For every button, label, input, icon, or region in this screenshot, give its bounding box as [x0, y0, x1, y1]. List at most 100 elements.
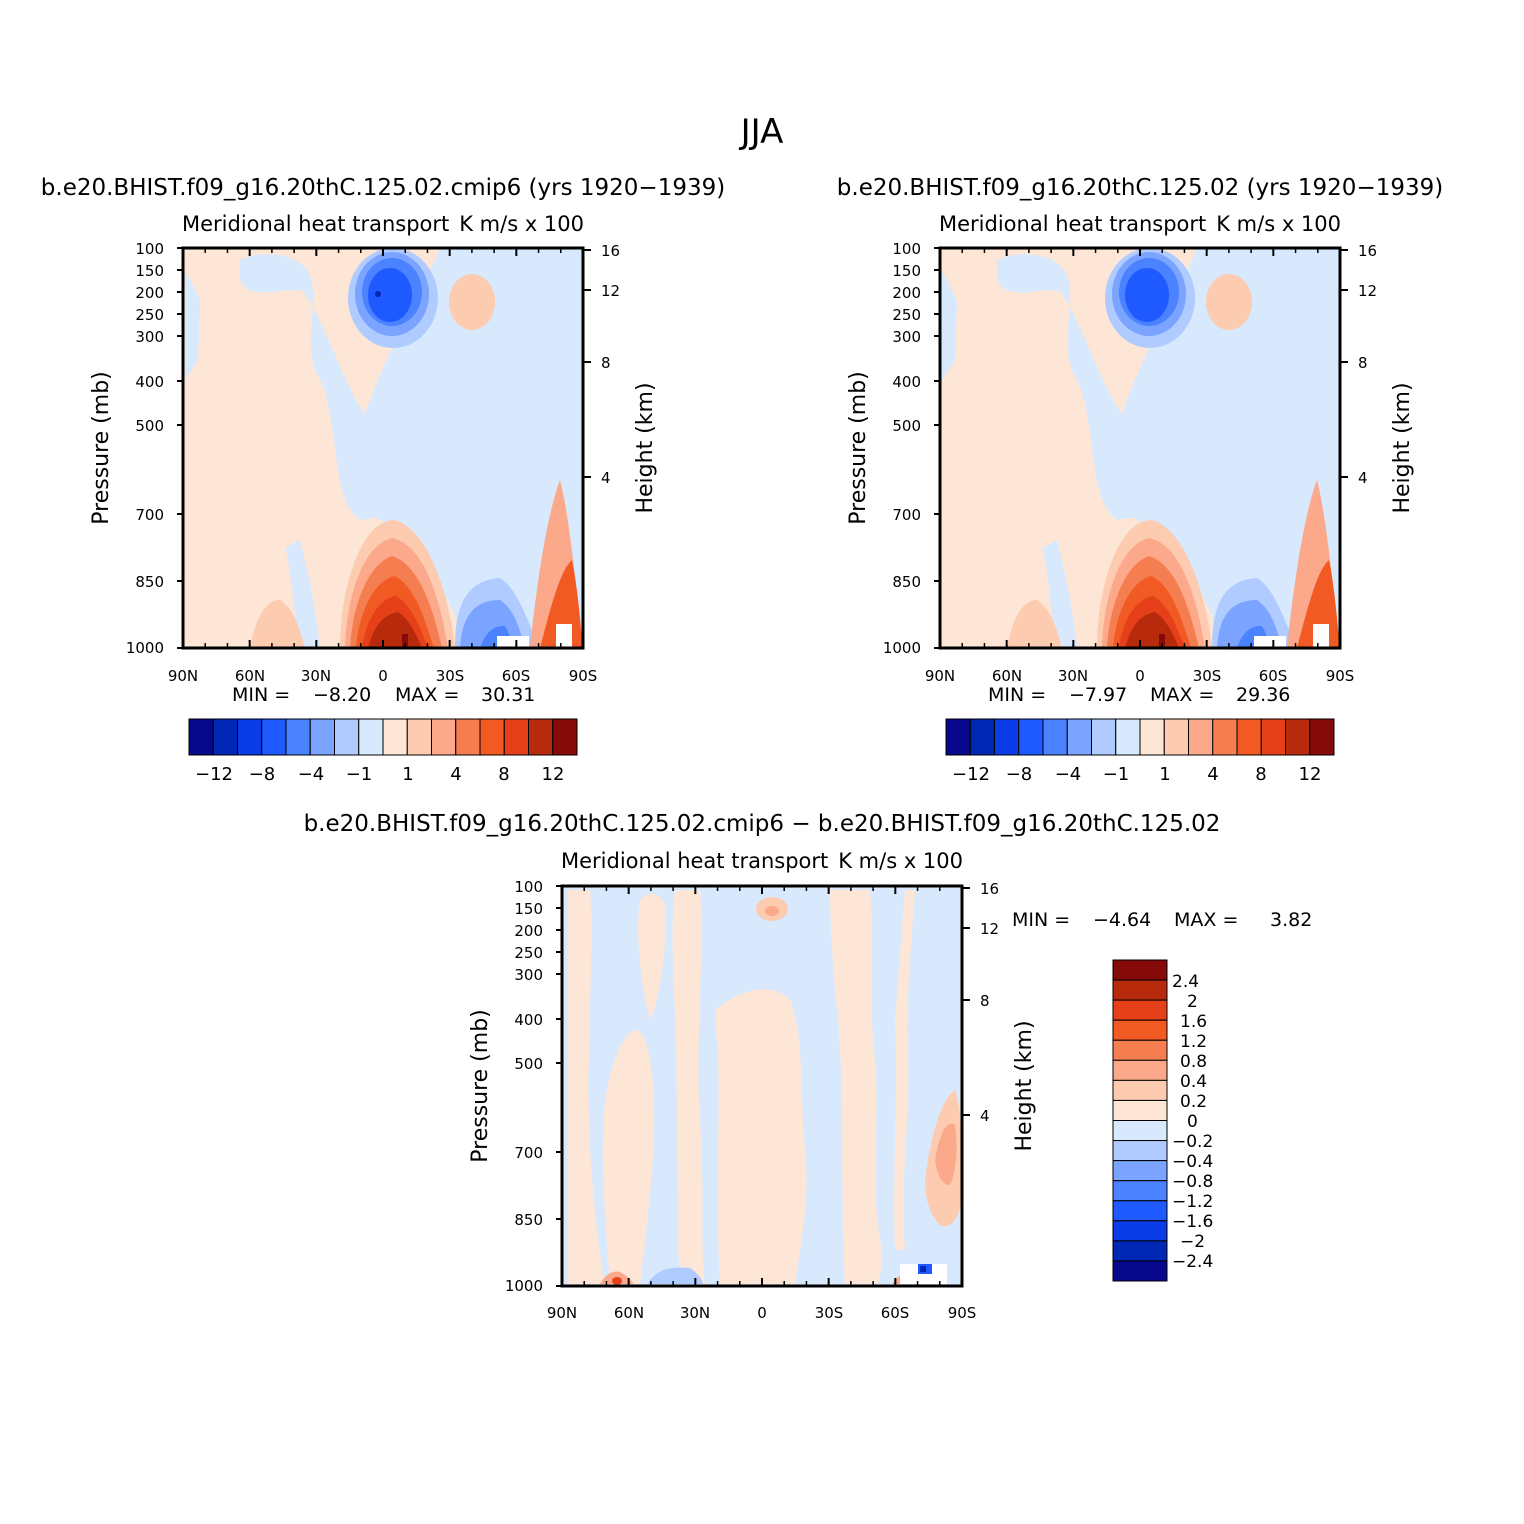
panel-3-y-tick-labels: 100 150 200 250 300 400 500 700 850 1000: [505, 878, 543, 1295]
panel-2-subtitle-right: K m/s x 100: [1216, 212, 1341, 236]
y-tick-label: 400: [892, 373, 921, 391]
panel-3-title: b.e20.BHIST.f09_g16.20thC.125.02.cmip6 −…: [304, 811, 1221, 837]
x-tick-label: 60S: [1259, 667, 1288, 685]
panel-2-colorbar: [945, 718, 1335, 756]
colorbar-swatch: [528, 718, 554, 756]
x-tick-label: 90S: [1326, 667, 1355, 685]
colorbar-swatch: [552, 718, 578, 756]
panel-1-subtitle-left: Meridional heat transport: [182, 212, 449, 236]
y-tick-label: 500: [514, 1055, 543, 1073]
colorbar-label: 1: [402, 764, 413, 785]
y-tick-label: 200: [892, 284, 921, 302]
panel-3-ticks: [556, 885, 970, 1287]
panel-1: b.e20.BHIST.f09_g16.20thC.125.02.cmip6 (…: [41, 175, 725, 785]
y2-tick-label: 4: [601, 469, 611, 487]
colorbar-swatch: [1112, 1120, 1168, 1142]
y-tick-label: 200: [135, 284, 164, 302]
y2-tick-label: 8: [980, 992, 990, 1010]
x-tick-label: 60N: [992, 667, 1022, 685]
colorbar-swatch: [1112, 1059, 1168, 1081]
colorbar-swatch: [994, 718, 1020, 756]
y-tick-label: 250: [135, 306, 164, 324]
colorbar-swatch: [1212, 718, 1238, 756]
panel-3-y2label: Height (km): [1012, 1020, 1037, 1151]
colorbar-label: −0.8: [1172, 1172, 1213, 1192]
panel-2-y-tick-labels: 100 150 200 250 300 400 500 700 850 1000: [883, 240, 921, 657]
colorbar-swatch: [431, 718, 457, 756]
panel-2-max-value: 29.36: [1236, 684, 1290, 706]
y-tick-label: 1000: [126, 639, 164, 657]
y2-tick-label: 16: [1358, 242, 1377, 260]
y-tick-label: 500: [135, 417, 164, 435]
colorbar-swatch: [212, 718, 238, 756]
y-tick-label: 150: [892, 262, 921, 280]
colorbar-swatch: [455, 718, 481, 756]
figure-title: JJA: [739, 112, 784, 152]
y-tick-label: 300: [135, 328, 164, 346]
colorbar-swatch: [285, 718, 311, 756]
colorbar-label: −4: [298, 764, 325, 785]
panel-2-title: b.e20.BHIST.f09_g16.20thC.125.02 (yrs 19…: [837, 175, 1443, 201]
colorbar-label: −1: [1103, 764, 1130, 785]
colorbar-swatch: [1309, 718, 1335, 756]
y-tick-label: 700: [135, 506, 164, 524]
colorbar-label: −0.4: [1172, 1152, 1213, 1172]
panel-2-min-value: −7.97: [1069, 684, 1127, 706]
panel-3-max-label: MAX =: [1174, 909, 1238, 931]
y-tick-label: 850: [892, 573, 921, 591]
colorbar-swatch: [1163, 718, 1189, 756]
colorbar-swatch: [1112, 1260, 1168, 1282]
colorbar-label: −1.6: [1172, 1212, 1213, 1232]
x-tick-label: 60N: [614, 1304, 644, 1322]
y2-tick-label: 8: [1358, 354, 1368, 372]
panel-1-colorbar: [188, 718, 578, 756]
colorbar-label: −4: [1055, 764, 1082, 785]
x-tick-label: 60N: [235, 667, 265, 685]
colorbar-swatch: [945, 718, 971, 756]
colorbar-swatch: [237, 718, 263, 756]
colorbar-swatch: [1115, 718, 1141, 756]
y2-tick-label: 8: [601, 354, 611, 372]
colorbar-swatch: [1112, 1160, 1168, 1182]
y-tick-label: 300: [514, 966, 543, 984]
colorbar-label: 0.2: [1180, 1092, 1207, 1112]
y-tick-label: 500: [892, 417, 921, 435]
panel-3-min-value: −4.64: [1093, 909, 1151, 931]
panel-3-colorbar: [1112, 959, 1168, 1282]
colorbar-swatch: [1112, 999, 1168, 1021]
y2-tick-label: 12: [980, 920, 999, 938]
colorbar-swatch: [1112, 1099, 1168, 1121]
panel-3-subtitle-left: Meridional heat transport: [561, 849, 828, 873]
colorbar-swatch: [406, 718, 432, 756]
x-tick-label: 30S: [815, 1304, 844, 1322]
colorbar-swatch: [1042, 718, 1068, 756]
x-tick-label: 90N: [547, 1304, 577, 1322]
y-tick-label: 150: [135, 262, 164, 280]
panel-1-x-tick-labels: 90N 60N 30N 0 30S 60S 90S: [168, 667, 597, 685]
y-tick-label: 850: [135, 573, 164, 591]
y-tick-label: 400: [514, 1011, 543, 1029]
panel-2-ticks: [934, 247, 1348, 649]
y2-tick-label: 16: [980, 880, 999, 898]
colorbar-swatch: [969, 718, 995, 756]
colorbar-label: 1.6: [1180, 1012, 1207, 1032]
colorbar-label: 8: [1255, 764, 1266, 785]
x-tick-label: 90N: [925, 667, 955, 685]
colorbar-swatch: [1066, 718, 1092, 756]
panel-3-y2-tick-labels: 16 12 8 4: [980, 880, 999, 1125]
y-tick-label: 300: [892, 328, 921, 346]
y-tick-label: 200: [514, 922, 543, 940]
y-tick-label: 850: [514, 1211, 543, 1229]
colorbar-swatch: [382, 718, 408, 756]
x-tick-label: 30N: [301, 667, 331, 685]
colorbar-label: 8: [498, 764, 509, 785]
panel-1-ticks: [177, 247, 591, 649]
panel-1-ylabel: Pressure (mb): [89, 371, 114, 525]
colorbar-swatch: [309, 718, 335, 756]
colorbar-swatch: [1112, 1220, 1168, 1242]
panel-1-contour-field: [183, 248, 583, 650]
x-tick-label: 30N: [1058, 667, 1088, 685]
colorbar-swatch: [1285, 718, 1311, 756]
panel-1-y2-tick-labels: 16 12 8 4: [601, 242, 620, 487]
colorbar-swatch: [358, 718, 384, 756]
